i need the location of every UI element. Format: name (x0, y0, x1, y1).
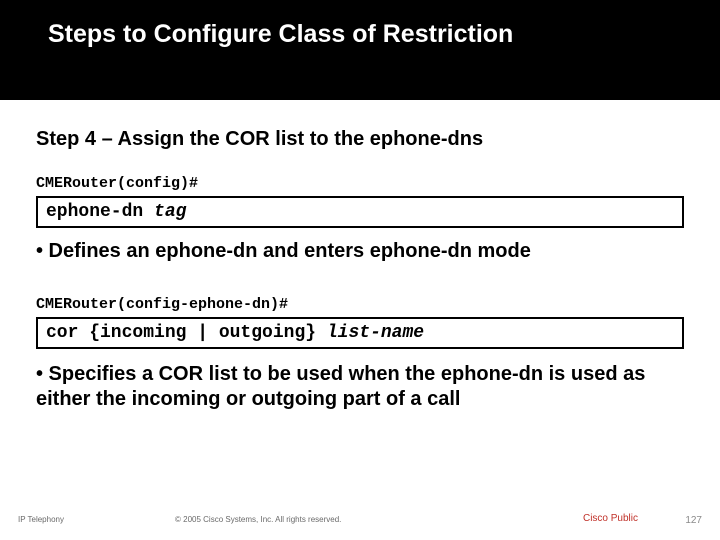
cli-prompt-2: CMERouter(config-ephone-dn)# (36, 296, 288, 313)
command-box-1: ephone-dn tag (36, 196, 684, 228)
footer-copyright: © 2005 Cisco Systems, Inc. All rights re… (175, 515, 341, 524)
title-bar: Steps to Configure Class of Restriction (0, 0, 720, 100)
command-1-fixed: ephone-dn (46, 202, 154, 222)
page-number: 127 (685, 515, 702, 526)
bullet-2: • Specifies a COR list to be used when t… (36, 362, 684, 412)
bullet-1: • Defines an ephone-dn and enters ephone… (36, 240, 684, 263)
step-heading: Step 4 – Assign the COR list to the epho… (36, 128, 483, 151)
slide: Steps to Configure Class of Restriction … (0, 0, 720, 540)
footer-classification: Cisco Public (583, 513, 638, 524)
command-1-arg: tag (154, 202, 186, 222)
cli-prompt-1: CMERouter(config)# (36, 175, 198, 192)
slide-title: Steps to Configure Class of Restriction (48, 20, 513, 49)
command-2-arg: list-name (327, 323, 424, 343)
command-2-fixed: cor {incoming | outgoing} (46, 323, 327, 343)
command-box-2: cor {incoming | outgoing} list-name (36, 317, 684, 349)
footer-left: IP Telephony (18, 515, 64, 524)
